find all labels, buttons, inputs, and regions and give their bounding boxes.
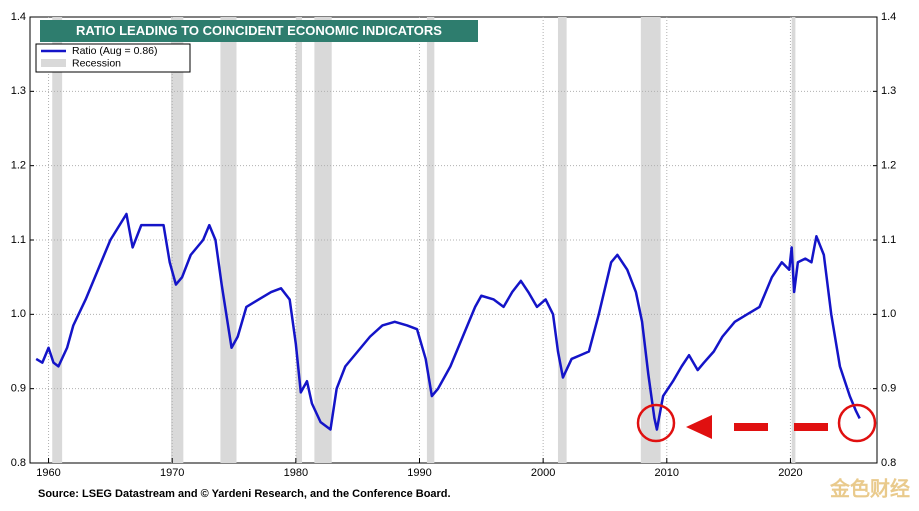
- chart-title: RATIO LEADING TO COINCIDENT ECONOMIC IND…: [76, 23, 442, 38]
- recession-band: [791, 17, 796, 463]
- y-tick-label: 1.4: [11, 11, 26, 23]
- y2-tick-label: 1.0: [881, 308, 896, 320]
- y-tick-label: 0.8: [11, 457, 26, 469]
- y-tick-label: 1.3: [11, 85, 26, 97]
- x-tick-label: 1990: [407, 467, 431, 479]
- y-tick-label: 1.1: [11, 234, 26, 246]
- recession-band: [557, 17, 567, 463]
- x-tick-label: 1970: [160, 467, 184, 479]
- legend-swatch: [41, 59, 66, 67]
- y2-tick-label: 1.3: [881, 85, 896, 97]
- source-note: Source: LSEG Datastream and © Yardeni Re…: [38, 488, 451, 500]
- ratio-line: [35, 212, 861, 431]
- grid: [30, 16, 877, 464]
- highlight-circle: [636, 403, 676, 443]
- legend-label: Recession: [72, 57, 121, 69]
- y2-tick-label: 0.8: [881, 457, 896, 469]
- y2-tick-label: 0.9: [881, 383, 896, 395]
- y2-tick-label: 1.1: [881, 234, 896, 246]
- recession-band: [314, 17, 332, 463]
- recession-band: [295, 17, 303, 463]
- x-tick-label: 1960: [36, 467, 60, 479]
- line-layer: [35, 212, 861, 431]
- y2-tick-label: 1.4: [881, 11, 896, 23]
- recession-band: [426, 17, 435, 463]
- y2-tick-label: 1.2: [881, 160, 896, 172]
- x-tick-label: 1980: [284, 467, 308, 479]
- highlight-circle: [837, 403, 877, 443]
- x-tick-label: 2010: [655, 467, 679, 479]
- title-box: [40, 20, 478, 42]
- y-tick-label: 1.2: [11, 160, 26, 172]
- legend: [35, 43, 191, 73]
- legend-label: Ratio (Aug = 0.86): [72, 45, 158, 57]
- y-tick-label: 1.0: [11, 308, 26, 320]
- y-tick-label: 0.9: [11, 383, 26, 395]
- watermark: 金色财经: [829, 476, 910, 500]
- x-tick-label: 2000: [531, 467, 555, 479]
- x-tick-label: 2020: [778, 467, 802, 479]
- arrow-head: [686, 415, 712, 439]
